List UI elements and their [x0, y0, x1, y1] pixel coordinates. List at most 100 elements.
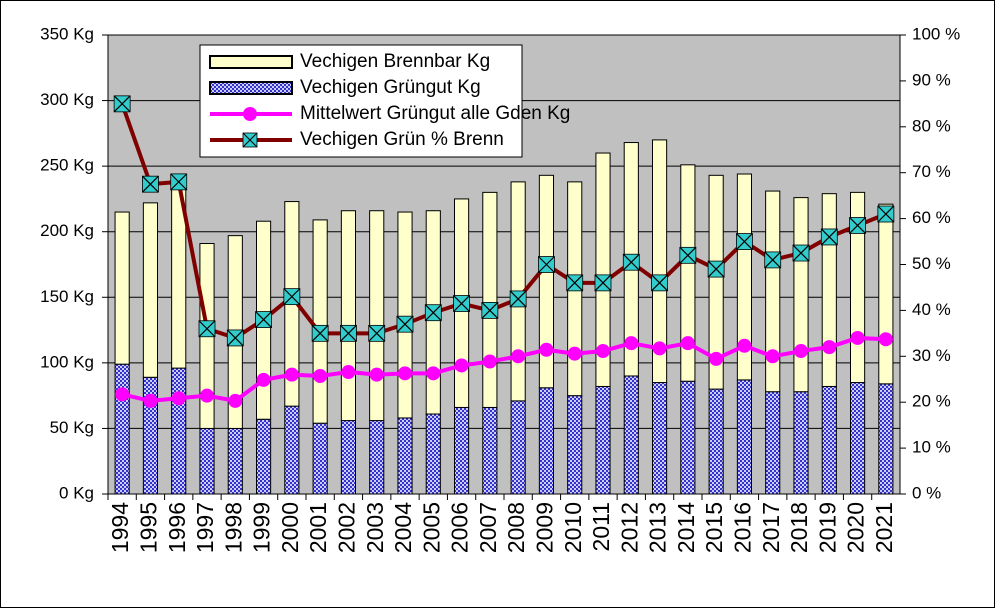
bar — [567, 395, 583, 495]
marker-x — [226, 329, 244, 347]
bar — [623, 375, 639, 495]
marker — [200, 388, 214, 403]
marker-x — [283, 288, 301, 306]
marker — [340, 324, 357, 342]
bar — [171, 367, 187, 495]
marker — [680, 336, 695, 351]
x-tick-label: 2015 — [701, 502, 727, 553]
bar — [736, 173, 752, 381]
marker-x — [849, 217, 866, 234]
marker — [454, 358, 469, 373]
marker — [284, 367, 299, 382]
marker — [170, 173, 188, 191]
bar — [765, 391, 781, 495]
y2-tick-label: 10 % — [912, 438, 951, 457]
marker — [765, 349, 780, 364]
x-tick-label: 2014 — [673, 502, 699, 553]
bar — [482, 191, 498, 408]
marker — [820, 228, 838, 246]
marker — [482, 354, 497, 369]
bar — [680, 380, 696, 495]
marker-x — [509, 290, 527, 308]
bar — [369, 210, 385, 422]
marker-x — [820, 228, 838, 246]
marker-x — [453, 295, 470, 312]
marker — [652, 341, 667, 356]
y-tick-label: 350 Kg — [40, 24, 94, 43]
legend-marker — [243, 107, 257, 121]
marker-x — [170, 173, 188, 191]
x-tick-label: 1994 — [107, 502, 133, 553]
marker — [567, 346, 582, 361]
x-tick-label: 2000 — [277, 502, 303, 553]
bar — [284, 405, 300, 495]
y2-tick-label: 100 % — [912, 24, 960, 43]
marker — [878, 332, 893, 347]
x-tick-label: 2007 — [475, 502, 501, 553]
x-tick-label: 2002 — [334, 502, 360, 553]
bar — [510, 400, 526, 495]
y-tick-label: 250 Kg — [40, 156, 94, 175]
x-tick-label: 2012 — [616, 502, 642, 553]
y2-tick-label: 80 % — [912, 116, 951, 135]
bar — [850, 382, 866, 495]
marker — [368, 324, 386, 342]
y-tick-label: 50 Kg — [50, 418, 94, 437]
y-tick-label: 100 Kg — [40, 352, 94, 371]
y2-tick-label: 30 % — [912, 346, 951, 365]
marker — [142, 175, 159, 193]
marker — [256, 372, 271, 387]
marker-x — [198, 320, 216, 338]
marker — [424, 304, 442, 322]
marker-x — [622, 253, 640, 271]
bar — [340, 210, 357, 422]
bar — [652, 382, 668, 495]
marker — [850, 330, 865, 345]
marker — [143, 393, 158, 408]
marker — [679, 246, 697, 264]
marker — [226, 329, 244, 347]
bar — [878, 383, 894, 495]
marker — [283, 288, 301, 306]
line — [120, 103, 887, 341]
bar — [595, 152, 611, 387]
y2-tick-label: 20 % — [912, 392, 951, 411]
marker-x — [424, 304, 442, 322]
marker — [313, 368, 328, 383]
x-tick-label: 2009 — [532, 502, 558, 553]
bar — [821, 385, 837, 495]
bar — [793, 391, 809, 495]
bar — [142, 202, 159, 378]
marker-x — [792, 244, 810, 262]
x-tick-label: 1995 — [136, 502, 162, 553]
marker — [794, 344, 808, 359]
bar — [680, 164, 696, 382]
marker — [539, 342, 554, 357]
marker — [596, 344, 610, 359]
marker — [707, 260, 725, 278]
bar — [595, 385, 611, 495]
marker-x — [255, 311, 272, 329]
bar — [199, 427, 215, 495]
bar — [256, 418, 272, 495]
y2-tick-label: 60 % — [912, 208, 951, 227]
legend-swatch — [209, 81, 293, 95]
marker-x — [368, 324, 386, 342]
bar — [878, 203, 894, 385]
x-tick-label: 2020 — [843, 502, 869, 553]
marker — [453, 295, 470, 312]
marker — [115, 387, 130, 402]
marker-x — [311, 324, 329, 342]
marker-x — [113, 95, 131, 113]
marker — [341, 365, 356, 380]
x-tick-label: 2006 — [447, 502, 473, 553]
marker — [624, 336, 639, 351]
bar — [114, 211, 130, 365]
line — [121, 335, 886, 404]
bar — [114, 363, 130, 495]
x-tick-label: 1996 — [164, 502, 190, 553]
bar — [397, 211, 413, 419]
x-tick-label: 1998 — [220, 502, 246, 553]
bar — [482, 406, 498, 495]
